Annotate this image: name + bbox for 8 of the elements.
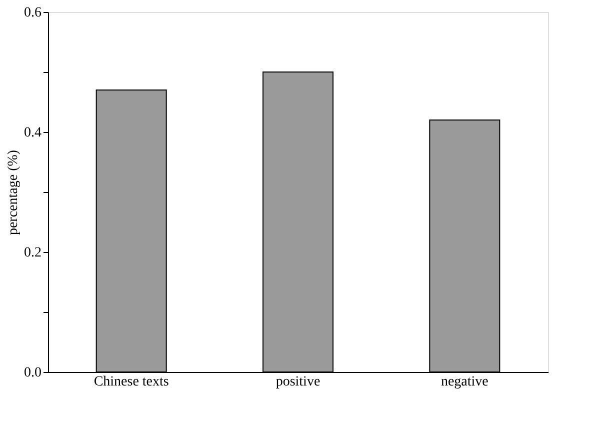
y-tick-label: 0.6 xyxy=(24,6,42,20)
x-tick-label: negative xyxy=(440,374,488,390)
x-tick-label: positive xyxy=(276,374,320,390)
y-tick-label: 0.2 xyxy=(24,246,42,260)
x-tick-label: Chinese texts xyxy=(94,374,169,390)
y-axis-title: percentage (%) xyxy=(6,150,21,236)
y-tick-label: 0.0 xyxy=(24,366,42,380)
y-tick-label: 0.4 xyxy=(24,126,42,140)
